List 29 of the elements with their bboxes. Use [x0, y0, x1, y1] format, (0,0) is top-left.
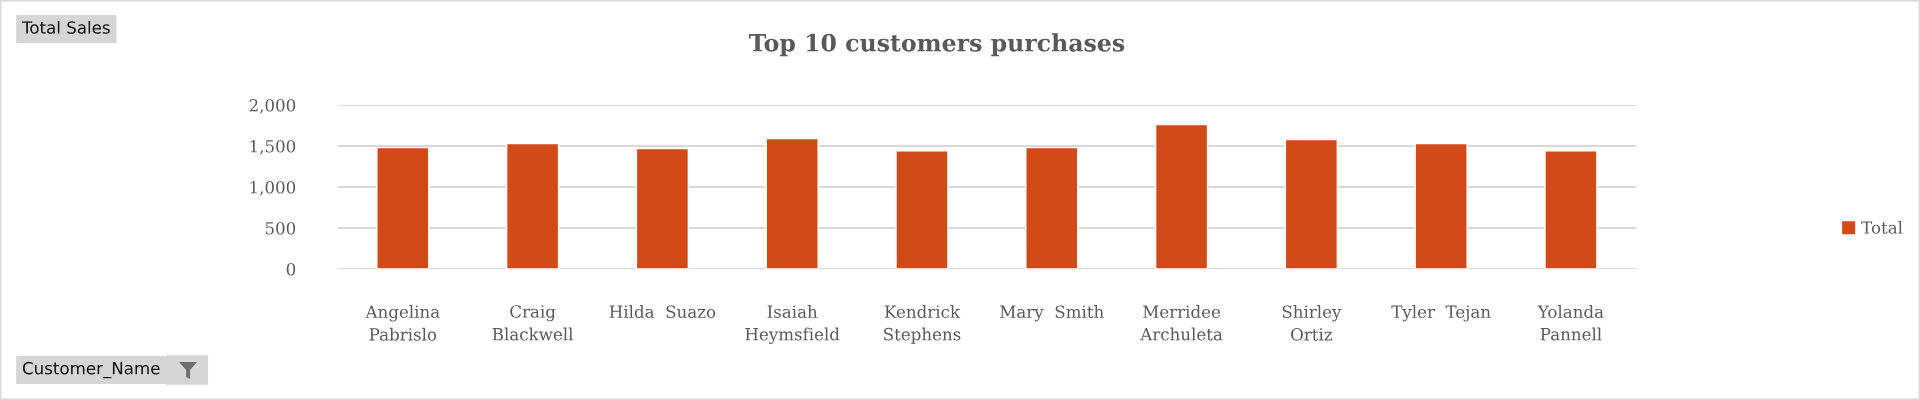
- bar: [635, 147, 690, 269]
- bar: [376, 146, 430, 269]
- x-tick-label: Yolanda Pannell: [1537, 305, 1604, 341]
- y-tick-label: 0: [286, 262, 296, 276]
- bar: [1025, 146, 1079, 269]
- x-tick-label: Angelina Pabrislo: [365, 305, 440, 341]
- y-tick-label: 1,000: [250, 180, 296, 196]
- x-tick-label: Isaiah Heymsfield: [745, 305, 840, 344]
- bar: [1544, 150, 1598, 269]
- y-tick-label: 1,500: [250, 139, 296, 155]
- text: Customer_Name: [22, 361, 160, 379]
- x-tick-label: Tyler Tejan: [1391, 305, 1491, 322]
- y-tick-label: 500: [265, 221, 296, 235]
- text: Total Sales: [21, 20, 110, 34]
- bar: [895, 150, 949, 269]
- bar: [1154, 123, 1209, 269]
- x-tick-label: Kendrick Stephens: [884, 305, 961, 344]
- y-tick-label: 2,000: [249, 98, 296, 114]
- x-tick-label: Merridee Archuleta: [1140, 305, 1223, 341]
- bar: [765, 137, 819, 269]
- x-tick-label: Hilda Suazo: [609, 305, 716, 319]
- x-tick-label: Craig Blackwell: [492, 305, 573, 341]
- x-tick-label: Shirley Ortiz: [1282, 305, 1342, 341]
- legend-label: Total: [1861, 220, 1903, 234]
- bar: [505, 142, 560, 269]
- bar: [1284, 138, 1339, 269]
- chart-title: Top 10 customers purchases: [749, 33, 1125, 57]
- x-tick-label: Mary Smith: [1000, 305, 1104, 322]
- bar: [1414, 142, 1468, 269]
